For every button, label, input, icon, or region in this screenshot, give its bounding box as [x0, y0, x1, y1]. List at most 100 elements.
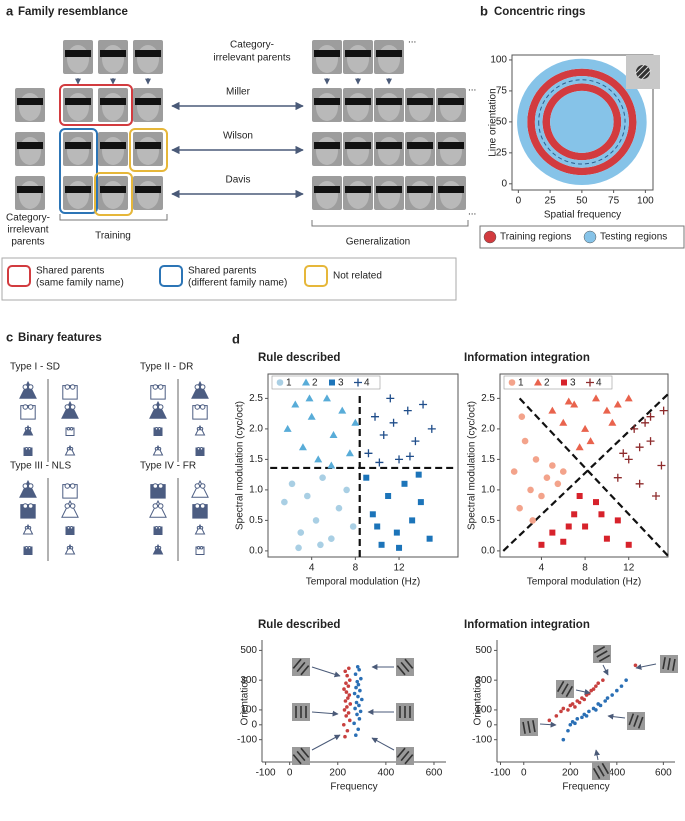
eye-bar [65, 50, 91, 57]
icon-eye [194, 503, 201, 509]
x-tick-label: -100 [490, 768, 510, 779]
x-axis-label: Frequency [330, 782, 377, 793]
thumbnail-stripe [296, 661, 306, 673]
face-shade [19, 137, 41, 165]
icon-body [152, 444, 164, 456]
icon-body [22, 523, 34, 535]
x-tick-label: 25 [545, 196, 557, 207]
icon-eye [154, 526, 159, 530]
point [603, 535, 610, 542]
eye-bar [100, 98, 126, 105]
label: irrelevant [7, 225, 48, 236]
icon-body [149, 499, 167, 518]
legend-swatch [583, 230, 597, 244]
point [608, 418, 617, 426]
thumbnail-stripe [400, 661, 410, 673]
point [360, 697, 364, 702]
point [573, 705, 577, 709]
face-shade [378, 137, 400, 165]
point [573, 721, 577, 726]
point [613, 400, 622, 408]
icon-eye [196, 526, 201, 530]
face-shade [378, 45, 400, 73]
icon-body [19, 479, 37, 498]
y-tick-label: 2.5 [481, 393, 495, 404]
face-shade [102, 45, 124, 73]
face-shade [67, 93, 89, 121]
point [379, 431, 388, 439]
point [314, 455, 323, 463]
legend-swatch [561, 379, 567, 386]
y-tick-label: -100 [237, 734, 257, 745]
eye-bar [100, 186, 126, 193]
point [364, 449, 373, 458]
eye-bar [407, 186, 433, 193]
legend-frame [503, 375, 613, 390]
point [353, 706, 357, 711]
face-shade [409, 137, 431, 165]
point [358, 688, 362, 693]
point [657, 461, 666, 470]
icon-eye [157, 526, 162, 530]
thumbnail-stripe [404, 754, 414, 765]
point [327, 461, 336, 469]
point [596, 681, 601, 685]
point [518, 413, 526, 421]
thumbnail-stripe [598, 654, 611, 663]
point [328, 535, 335, 542]
eye-bar [376, 50, 402, 57]
point [575, 443, 584, 451]
face-shade [347, 45, 369, 73]
legend-label: Shared parents [36, 266, 104, 277]
y-tick-label: 0.5 [249, 515, 263, 526]
thumbnail-stripe [300, 665, 310, 676]
face-shade [102, 137, 124, 165]
point [389, 418, 398, 427]
x-tick-label: 12 [393, 563, 405, 574]
point [419, 400, 428, 409]
panel-letter: b [480, 3, 488, 18]
y-tick-label: 0.0 [481, 546, 495, 557]
eye-bar [376, 186, 402, 193]
eye-bar [376, 142, 402, 149]
label: irrelevant parents [213, 53, 290, 64]
face-shade [137, 93, 159, 121]
point [538, 541, 545, 548]
eye-bar [345, 142, 371, 149]
y-tick-label: 2.5 [249, 393, 263, 404]
point [652, 492, 660, 500]
point [426, 535, 433, 542]
point [527, 486, 534, 494]
point [347, 718, 352, 723]
point [378, 541, 385, 548]
x-tick-label: 600 [655, 768, 672, 779]
pointer [371, 737, 395, 751]
icon-eye [22, 404, 29, 410]
legend-swatch [276, 379, 284, 386]
point [393, 529, 400, 536]
thumbnail-stripe [672, 658, 676, 671]
eye-bar [407, 142, 433, 149]
thumbnail-stripe [556, 680, 565, 693]
point [659, 406, 668, 415]
thumbnail-stripe [561, 683, 569, 695]
point [575, 717, 580, 721]
point [298, 443, 307, 451]
label: Training [95, 231, 131, 242]
boundary [518, 397, 669, 557]
icon-eye [27, 503, 34, 509]
eye-bar [65, 98, 91, 105]
point [646, 412, 655, 421]
point [346, 711, 351, 715]
point [297, 529, 305, 536]
panel-letter: a [6, 3, 14, 18]
legend-label: (different family name) [188, 278, 287, 289]
point [548, 406, 557, 414]
icon-body [191, 479, 209, 498]
thumbnail-stripe [565, 685, 574, 698]
icon-eye [157, 447, 162, 451]
legend-swatch [534, 378, 542, 386]
point [594, 684, 598, 688]
x-tick-label: 200 [329, 768, 346, 779]
eye-bar [65, 142, 91, 149]
